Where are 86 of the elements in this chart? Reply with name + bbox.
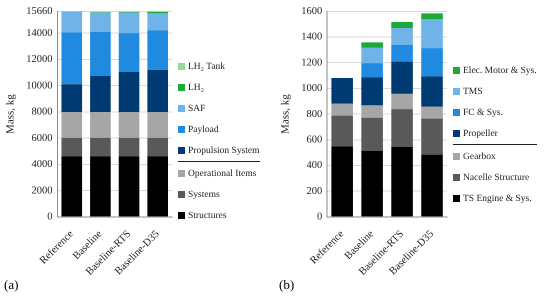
bar xyxy=(331,104,353,116)
y-tick-label: 600 xyxy=(306,134,322,146)
bar xyxy=(118,33,140,72)
y-tick-label: 1000 xyxy=(301,83,322,94)
y-axis-title: Mass, kg xyxy=(279,94,292,134)
bar xyxy=(361,63,383,78)
bar xyxy=(391,22,413,28)
legend-label: TS Engine & Sys. xyxy=(463,194,532,204)
bar xyxy=(61,112,82,138)
legend-label: LH₂ xyxy=(188,82,204,92)
y-tick-label: 2000 xyxy=(31,185,52,196)
legend-label: Payload xyxy=(188,124,219,134)
bar xyxy=(118,72,140,112)
bar xyxy=(391,28,413,45)
y-tick-label: 10000 xyxy=(26,80,52,92)
y-axis-title: Mass, kg xyxy=(4,94,16,134)
y-tick-label: 1600 xyxy=(301,6,322,18)
bar xyxy=(421,154,443,216)
bar xyxy=(421,118,443,155)
y-tick-label: 200 xyxy=(306,186,322,197)
bar xyxy=(391,62,413,94)
bar xyxy=(147,156,168,216)
bar xyxy=(147,138,168,156)
bar xyxy=(391,146,413,216)
bar xyxy=(61,32,82,84)
bar xyxy=(331,146,353,216)
text: (a) xyxy=(4,277,18,293)
bar xyxy=(391,44,413,62)
bar xyxy=(421,48,443,76)
bar xyxy=(361,118,383,151)
y-tick-label: 15660 xyxy=(26,6,52,18)
y-tick-label: 400 xyxy=(306,160,322,172)
legend-label: FC & Sys. xyxy=(463,108,503,118)
bar xyxy=(421,13,443,20)
legend-label: SAF xyxy=(188,104,206,114)
bar xyxy=(391,109,413,147)
bar xyxy=(90,76,111,112)
bar xyxy=(147,70,168,112)
bar xyxy=(331,78,353,104)
legend-label: Propulsion System xyxy=(188,146,260,156)
bar xyxy=(147,112,168,138)
bar xyxy=(421,106,443,119)
y-tick-label: 800 xyxy=(306,108,322,120)
legend-label: Propeller xyxy=(463,128,498,138)
bar xyxy=(61,138,82,156)
bar xyxy=(147,30,168,70)
legend-label: Elec. Motor & Sys. xyxy=(463,66,537,76)
y-tick-label: 12000 xyxy=(26,54,52,66)
legend-label: Operational Items xyxy=(188,168,256,178)
bar xyxy=(361,150,383,216)
y-tick-label: 1200 xyxy=(301,57,322,68)
bar xyxy=(361,42,383,48)
bar xyxy=(361,48,383,64)
legend-label: Gearbox xyxy=(463,152,496,162)
y-tick-label: 8000 xyxy=(31,106,52,118)
legend-label: LH₂ Tank xyxy=(188,62,226,72)
legend-label: Structures xyxy=(188,210,227,220)
bar xyxy=(118,112,140,138)
y-tick-label: 6000 xyxy=(31,132,52,144)
bar xyxy=(147,13,168,30)
bar xyxy=(90,32,111,76)
bar xyxy=(90,138,111,156)
text: (b) xyxy=(279,277,294,293)
legend-label: TMS xyxy=(463,86,483,96)
bar xyxy=(421,76,443,107)
y-tick-label: 14000 xyxy=(26,28,52,39)
bar xyxy=(118,12,140,34)
y-tick-label: 0 xyxy=(47,212,52,223)
y-tick-label: 0 xyxy=(316,212,322,223)
bar xyxy=(331,116,353,146)
bar xyxy=(118,156,140,216)
legend-label: Nacelle Structure xyxy=(463,172,530,182)
bar xyxy=(90,156,111,216)
bar xyxy=(391,94,413,110)
y-tick-label: 4000 xyxy=(31,159,52,170)
bar xyxy=(361,105,383,118)
bar xyxy=(361,77,383,106)
bar xyxy=(90,112,111,138)
bar xyxy=(90,12,111,32)
bar xyxy=(61,11,82,32)
y-tick-label: 1400 xyxy=(301,32,322,43)
bar xyxy=(118,138,140,156)
bar xyxy=(61,84,82,112)
legend-label: Systems xyxy=(188,190,220,200)
bar xyxy=(61,156,82,216)
bar xyxy=(421,19,443,48)
